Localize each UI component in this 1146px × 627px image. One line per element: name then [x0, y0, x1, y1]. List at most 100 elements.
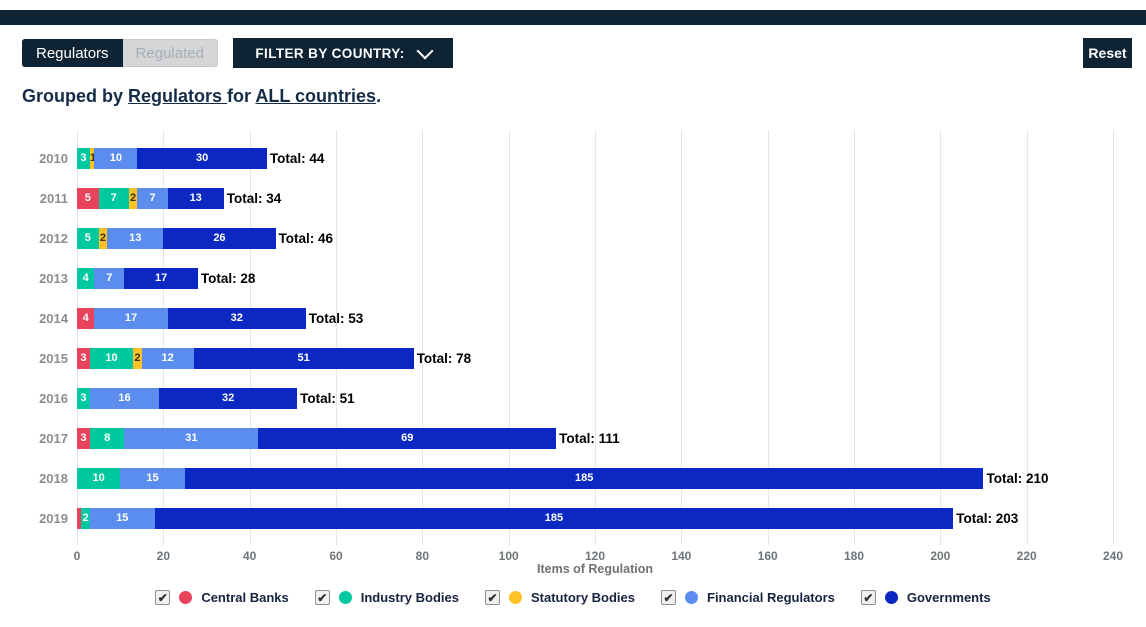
bar-segment-financial-regulators[interactable]	[89, 388, 159, 409]
legend-label: Statutory Bodies	[530, 590, 635, 605]
x-tick-label: 40	[242, 549, 257, 563]
bar-segment-central-banks[interactable]	[77, 348, 90, 369]
subtitle-middle: for	[227, 86, 256, 106]
legend-checkbox[interactable]: ✔	[860, 590, 876, 605]
legend-color-dot-icon	[338, 591, 352, 604]
bar-segment-governments[interactable]	[167, 188, 224, 209]
bar-segment-financial-regulators[interactable]	[141, 348, 194, 369]
bar-segment-governments[interactable]	[184, 468, 984, 489]
y-axis-year-label: 2016	[39, 391, 68, 406]
gridline	[854, 130, 855, 545]
gridline	[336, 130, 337, 545]
bar-segment-financial-regulators[interactable]	[89, 508, 155, 529]
bar-segment-value: 5	[84, 192, 91, 204]
bar-segment-statutory-bodies[interactable]	[128, 188, 138, 209]
bar-segment-value: 2	[99, 232, 106, 244]
toggle-regulators-button[interactable]: Regulators	[22, 39, 123, 67]
legend-checkbox[interactable]: ✔	[661, 590, 676, 605]
subtitle-prefix: Grouped by	[22, 86, 129, 106]
bar-segment-value: 15	[146, 472, 159, 484]
y-axis-year-label: 2018	[39, 471, 68, 486]
bar-segment-value: 30	[196, 152, 209, 164]
bar-segment-value: 10	[105, 352, 118, 364]
bar-segment-central-banks[interactable]	[77, 428, 90, 449]
bar-segment-financial-regulators[interactable]	[124, 428, 259, 449]
reset-button[interactable]: Reset	[1083, 38, 1132, 68]
bar-segment-industry-bodies[interactable]	[81, 508, 90, 529]
legend-checkbox[interactable]: ✔	[484, 590, 500, 605]
gridline	[422, 130, 424, 545]
gridline	[681, 130, 683, 545]
bar-segment-central-banks[interactable]	[77, 508, 82, 529]
bar-total-label: Total: 203	[956, 511, 1019, 526]
legend-item: ✔ Industry Bodies	[314, 590, 459, 605]
bar-segment-financial-regulators[interactable]	[94, 268, 125, 289]
bar-segment-industry-bodies[interactable]	[77, 228, 99, 249]
legend-label: Central Banks	[201, 590, 289, 605]
gridline	[767, 130, 769, 545]
x-tick-label: 140	[671, 549, 692, 563]
bar-segment-industry-bodies[interactable]	[98, 188, 129, 209]
subtitle-suffix: .	[376, 86, 382, 106]
bar-segment-industry-bodies[interactable]	[77, 268, 95, 289]
bar-segment-governments[interactable]	[193, 348, 414, 369]
bar-total-label: Total: 28	[200, 271, 256, 286]
bar-segment-central-banks[interactable]	[77, 308, 95, 329]
bar-segment-governments[interactable]	[159, 388, 298, 409]
bar-segment-statutory-bodies[interactable]	[89, 148, 95, 169]
bar-segment-industry-bodies[interactable]	[77, 148, 90, 169]
bar-segment-financial-regulators[interactable]	[94, 308, 168, 329]
gridline	[1026, 130, 1028, 545]
legend-checkbox[interactable]: ✔	[314, 590, 330, 605]
bar-segment-financial-regulators[interactable]	[120, 468, 185, 489]
y-axis-year-label: 2015	[39, 351, 68, 366]
bar-segment-industry-bodies[interactable]	[77, 388, 90, 409]
bar-segment-value: 32	[221, 392, 235, 404]
bar-segment-central-banks[interactable]	[77, 188, 99, 209]
bar-segment-financial-regulators[interactable]	[94, 148, 138, 169]
y-axis-year-label: 2010	[39, 151, 68, 166]
bar-segment-industry-bodies[interactable]	[89, 348, 134, 369]
bar-segment-value: 17	[124, 312, 138, 324]
bar-segment-value: 7	[106, 272, 113, 284]
bar-segment-value: 17	[155, 272, 168, 284]
filter-by-country-button[interactable]: FILTER BY COUNTRY:	[233, 38, 453, 68]
gridline	[508, 130, 510, 545]
country-link[interactable]: ALL countries	[255, 86, 377, 106]
bar-segment-statutory-bodies[interactable]	[98, 228, 108, 249]
bar-segment-governments[interactable]	[163, 228, 276, 249]
legend-checkbox[interactable]: ✔	[155, 590, 171, 605]
bar-segment-governments[interactable]	[258, 428, 557, 449]
bar-segment-value: 69	[401, 432, 414, 444]
bar-total-label: Total: 34	[226, 191, 282, 206]
legend-label: Governments	[906, 590, 991, 605]
x-tick-label: 100	[498, 549, 519, 563]
bar-segment-governments[interactable]	[124, 268, 198, 289]
bar-segment-statutory-bodies[interactable]	[133, 348, 142, 369]
bar-segment-financial-regulators[interactable]	[137, 188, 168, 209]
legend-item: ✔ Financial Regulators	[661, 590, 835, 605]
bar-segment-value: 31	[185, 432, 198, 444]
toggle-regulated-button[interactable]: Regulated	[122, 39, 218, 67]
bar-segment-governments[interactable]	[154, 508, 954, 529]
bar-segment-governments[interactable]	[167, 308, 306, 329]
bar-segment-value: 15	[116, 512, 129, 524]
x-tick-label: 60	[329, 549, 343, 563]
bar-total-label: Total: 44	[269, 151, 325, 166]
legend-color-dot-icon	[884, 591, 898, 604]
chart-legend: ✔ Central Banks ✔ Industry Bodies ✔ Statutory…	[0, 590, 1146, 605]
bar-segment-governments[interactable]	[137, 148, 267, 169]
y-axis-year-label: 2011	[39, 191, 68, 206]
x-axis-label: Items of Regulation	[537, 562, 653, 576]
legend-label: Financial Regulators	[707, 590, 835, 605]
y-axis-year-label: 2012	[39, 231, 68, 246]
bar-segment-financial-regulators[interactable]	[107, 228, 164, 249]
grouping-link[interactable]: Regulators	[128, 86, 228, 106]
bar-segment-industry-bodies[interactable]	[89, 428, 125, 449]
bar-segment-value: 7	[149, 192, 156, 204]
y-axis-year-label: 2014	[39, 311, 68, 326]
bar-segment-value: 4	[82, 272, 89, 284]
bar-segment-industry-bodies[interactable]	[77, 468, 121, 489]
legend-item: ✔ Central Banks	[155, 590, 289, 605]
bar-segment-value: 16	[118, 392, 131, 404]
